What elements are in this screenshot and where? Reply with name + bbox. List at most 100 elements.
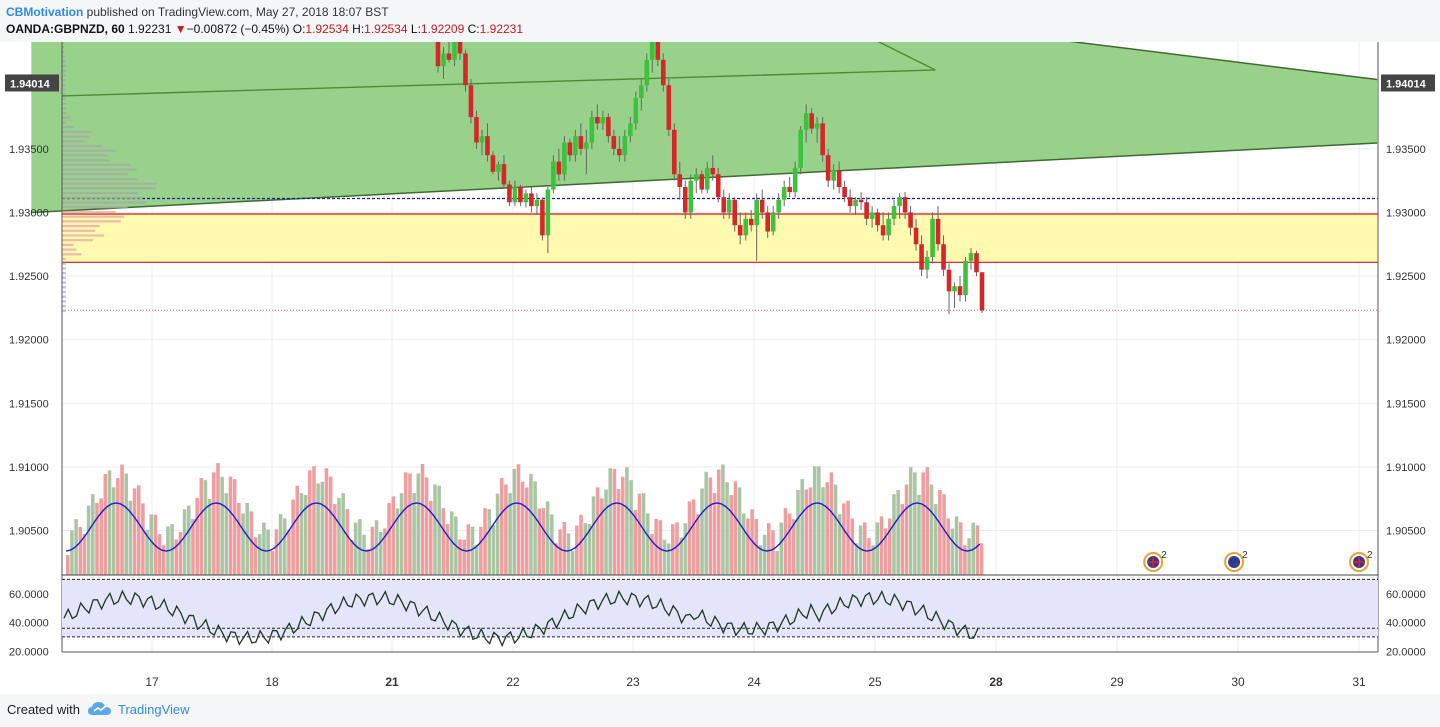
candle-body [820, 123, 825, 156]
volume-bar [942, 494, 946, 575]
rsi-tick-left: 20.0000 [9, 646, 49, 658]
channel-upper-line [1069, 42, 1378, 81]
footer-bar: Created with TradingView [0, 694, 1440, 727]
candles [435, 42, 985, 315]
candle-body [501, 164, 507, 185]
volume-bar [825, 482, 829, 575]
candle [715, 167, 721, 203]
x-tick: 24 [747, 675, 761, 689]
candle [814, 117, 820, 143]
candle [847, 189, 853, 213]
volume-bar [358, 519, 362, 575]
volume-profile-bar [62, 276, 66, 279]
volume-profile-bar [62, 196, 143, 199]
candle-body [446, 53, 452, 60]
candle-body [979, 272, 985, 311]
candle-body [512, 187, 518, 203]
candle [479, 129, 485, 156]
tradingview-cloud-icon[interactable] [87, 700, 113, 718]
candle [908, 206, 913, 236]
volume-bar [666, 543, 671, 575]
candle-body [880, 225, 886, 236]
volume-profile-bar [62, 149, 116, 152]
volume-bar [429, 500, 433, 575]
volume-bar [191, 519, 195, 575]
candle [858, 192, 864, 210]
author-link[interactable]: CBMotivation [6, 5, 84, 19]
volume-bar [787, 513, 792, 575]
volume-bar [132, 488, 137, 575]
volume-bar [725, 482, 729, 575]
volume-bar [91, 494, 95, 575]
volume-bar [837, 514, 842, 575]
rsi-pane [62, 578, 1378, 653]
volume-bar [746, 518, 750, 575]
candle [666, 78, 672, 137]
candle-body [650, 42, 655, 60]
candle [452, 42, 457, 67]
candle [704, 161, 710, 194]
volume-bar [775, 550, 779, 575]
candle [660, 53, 666, 92]
volume-bar [433, 484, 437, 575]
volume-bar [625, 467, 629, 575]
candle [644, 53, 650, 92]
candle-body [836, 170, 842, 188]
volume-bar [862, 522, 867, 575]
y-tick-right: 1.90500 [1386, 525, 1426, 537]
candle [650, 42, 655, 73]
volume-bar [696, 514, 700, 575]
y-tick-left: 1.93500 [9, 144, 49, 156]
volume-profile-bar [62, 248, 77, 251]
volume-bar [716, 469, 721, 575]
candle-body [556, 161, 562, 175]
candle-body [655, 42, 661, 60]
candle-body [957, 286, 963, 296]
volume-bar [403, 472, 408, 575]
volume-bar [562, 521, 567, 575]
volume-bar [337, 497, 341, 575]
candle [435, 42, 441, 73]
volume-bar [320, 481, 325, 575]
header-bar: CBMotivation published on TradingView.co… [0, 0, 1440, 42]
candle [919, 235, 924, 277]
volume-bar [483, 508, 487, 575]
volume-profile-bar [62, 159, 110, 162]
volume-bar [842, 503, 846, 575]
volume-bar [474, 545, 479, 575]
candle-body [798, 129, 803, 168]
candle [721, 189, 727, 219]
candle [512, 180, 518, 207]
volume-bar [437, 485, 441, 575]
volume-bar [378, 531, 383, 575]
volume-bar [187, 505, 191, 575]
volume-bar [333, 504, 337, 575]
candle-body [633, 97, 639, 124]
candle-body [809, 113, 814, 129]
candle-body [551, 161, 556, 190]
candle [754, 193, 760, 261]
volume-bar [207, 499, 212, 575]
candle [501, 155, 507, 188]
volume-profile-bar [62, 224, 100, 228]
candle-body [924, 256, 930, 270]
candle-body [682, 187, 688, 213]
candle-body [726, 199, 732, 213]
volume-bar [545, 501, 550, 575]
volume-bar [353, 522, 358, 575]
x-tick: 21 [385, 675, 399, 689]
candle [759, 189, 765, 219]
candle-body [781, 187, 787, 200]
volume-bar [879, 516, 884, 575]
volume-profile [62, 42, 158, 312]
candle [924, 250, 930, 279]
volume-bar [424, 477, 429, 575]
tradingview-brand[interactable]: TradingView [118, 702, 190, 717]
volume-bar [658, 520, 663, 575]
volume-bar [341, 493, 345, 575]
candle-body [622, 136, 628, 156]
candle [952, 282, 957, 308]
volume-bar [700, 488, 704, 575]
volume-bar [804, 489, 809, 575]
